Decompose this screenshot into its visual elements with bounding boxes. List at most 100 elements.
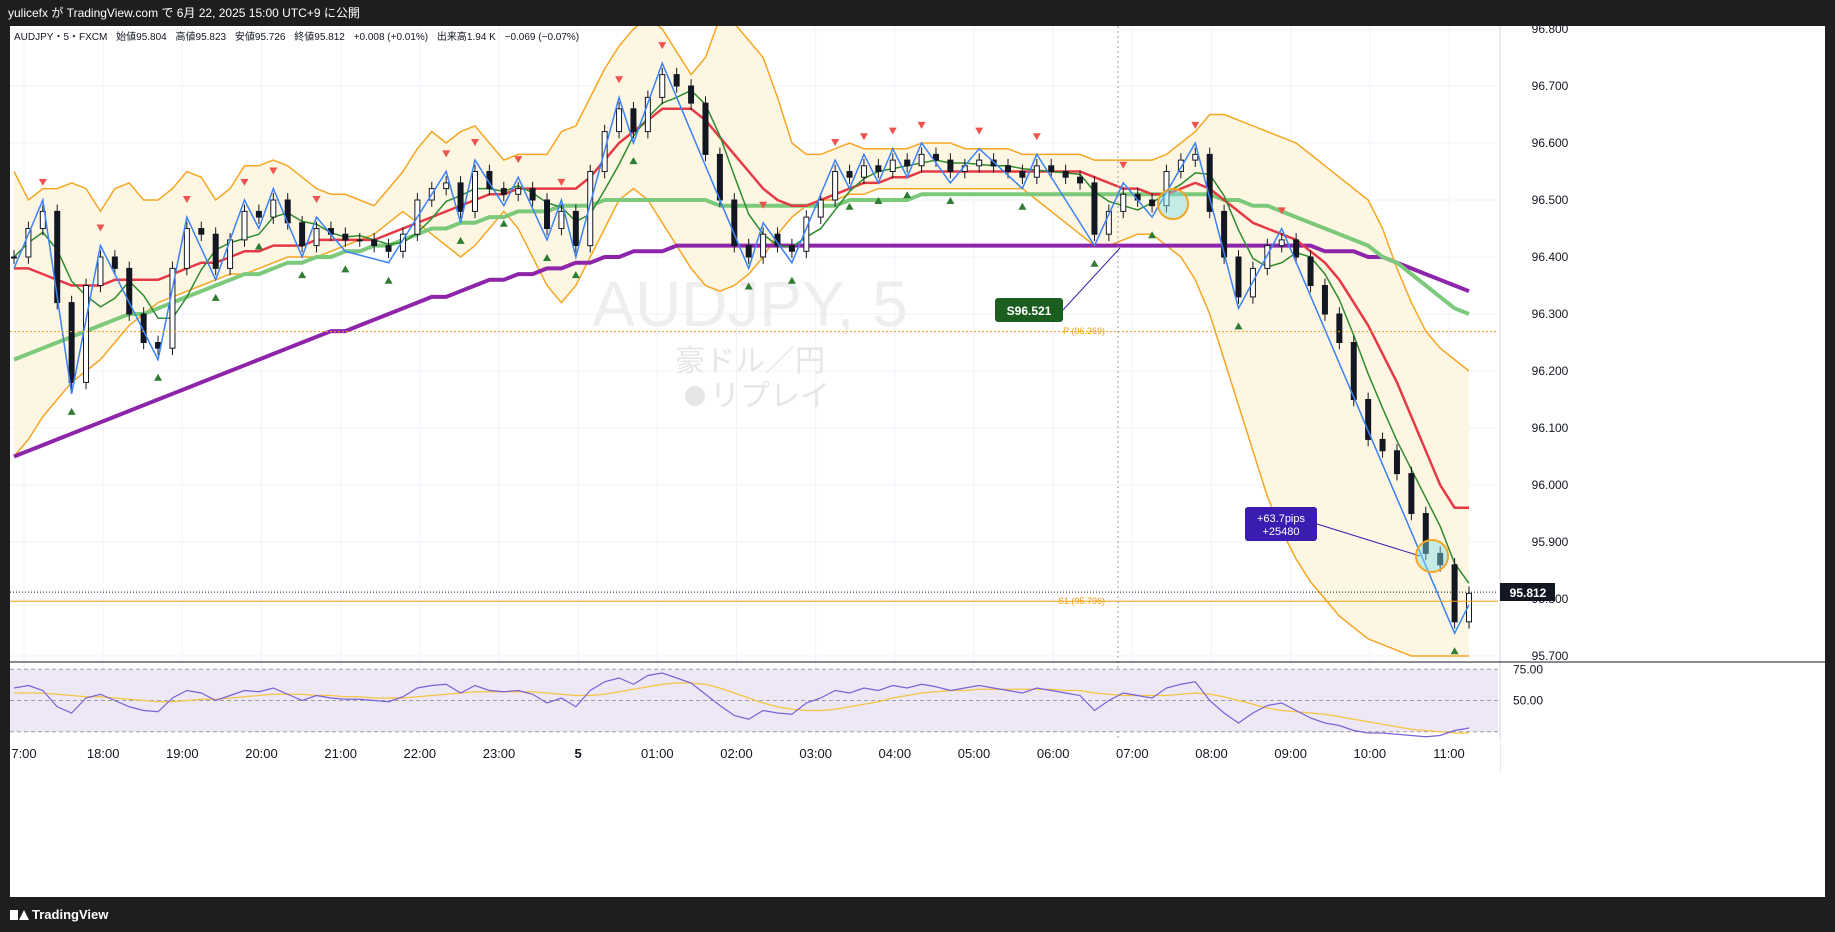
candle-body	[1005, 165, 1012, 173]
candle-body	[68, 302, 75, 383]
legend-close: 終値95.812	[294, 30, 345, 43]
swing-high-marker	[514, 156, 523, 164]
swing-low-marker	[571, 271, 580, 279]
swing-low-marker	[946, 197, 955, 204]
candle-body	[1192, 153, 1199, 161]
candle-body	[673, 74, 680, 87]
swing-low-marker	[341, 265, 350, 273]
bb-upper-line	[13, 16, 1470, 372]
time-tick: 10:00	[1354, 746, 1387, 761]
candle-body	[1062, 171, 1069, 178]
ma-fast-line	[13, 89, 1470, 584]
candle-body	[875, 165, 882, 173]
candle-body	[140, 313, 147, 343]
swing-high-marker	[759, 201, 768, 209]
swing-low-marker	[456, 236, 465, 244]
candle-body	[342, 233, 349, 241]
bollinger-fill	[14, 17, 1469, 657]
rsi-ma-line	[14, 682, 1469, 734]
swing-low-marker	[254, 242, 263, 250]
swing-high-marker	[615, 76, 624, 84]
candles	[11, 67, 1472, 629]
publish-text: yulicefx が TradingView.com で 6月 22, 2025…	[8, 6, 360, 20]
time-tick: 19:00	[166, 746, 199, 761]
swing-low-marker	[629, 157, 638, 165]
footer-bar: TradingView	[0, 897, 1835, 932]
time-axis: 7:00 18:00 19:00 20:00 21:00 22:00 23:00 5 01:00…	[10, 738, 1500, 774]
chart-svg[interactable]: AUDJPY, 5 豪ドル／円 リプレイ 96.80096.70096.6009…	[10, 16, 1825, 897]
candle-body	[1437, 552, 1444, 566]
time-tick: 06:00	[1037, 746, 1070, 761]
candle-body	[54, 210, 61, 304]
time-tick: 03:00	[799, 746, 832, 761]
swing-low-marker	[211, 293, 220, 301]
swing-high-marker	[470, 139, 479, 146]
candle-body	[515, 188, 522, 195]
candle-body	[371, 239, 378, 247]
watermark: AUDJPY, 5 豪ドル／円 リプレイ	[592, 268, 907, 413]
candle-body	[126, 267, 133, 315]
time-tick: 23:00	[483, 746, 516, 761]
candle-body	[745, 245, 752, 258]
sell-connector	[1062, 247, 1121, 311]
swing-high-marker	[859, 133, 868, 141]
replay-icon	[685, 386, 705, 406]
candle-body	[25, 228, 32, 258]
candle-body	[1321, 285, 1328, 315]
candle-body	[659, 74, 666, 98]
time-tick: 11:00	[1433, 746, 1465, 761]
swing-low-marker	[845, 202, 854, 210]
rsi-tick: 75.00	[1513, 662, 1543, 676]
watermark-replay: リプレイ	[710, 380, 830, 413]
entry-circle	[1157, 188, 1189, 220]
candle-body	[1379, 438, 1386, 452]
price-tick: 95.900	[1532, 535, 1569, 549]
tradingview-logo[interactable]: TradingView	[10, 897, 108, 932]
candle-body	[630, 108, 637, 133]
candle-body	[1466, 592, 1472, 623]
candle-body	[1408, 473, 1415, 515]
swing-high-marker	[312, 196, 321, 203]
candle-body	[1293, 239, 1300, 258]
bb-lower-line	[13, 187, 1469, 657]
pips-label-pips: +63.7pips	[1257, 513, 1306, 525]
s1-label: S1 (95.796)	[1058, 596, 1105, 606]
time-tick: 07:00	[1116, 746, 1149, 761]
swing-high-marker	[917, 121, 926, 129]
last-price-label: 95.812	[1500, 583, 1555, 601]
legend-low: 安値95.726	[235, 30, 286, 43]
bollinger-bands	[13, 16, 1470, 657]
candle-body	[457, 182, 464, 212]
candle-body	[1336, 313, 1343, 343]
zigzag-line	[13, 42, 1470, 655]
sell-label[interactable]: S96.521	[995, 298, 1063, 322]
swing-low-marker	[787, 276, 796, 284]
price-levels	[10, 26, 1498, 768]
swing-low-marker	[543, 254, 552, 261]
candle-body	[1307, 256, 1314, 286]
candle-body	[932, 153, 939, 161]
candle-body	[904, 159, 911, 167]
candle-body	[212, 233, 219, 269]
candle-body	[500, 188, 507, 195]
candle-body	[760, 233, 767, 258]
chart-area[interactable]: AUDJPY, 5 豪ドル／円 リプレイ 96.800 96.700 96.600 9…	[10, 16, 1825, 897]
pips-label[interactable]: +63.7pips +25480	[1245, 507, 1317, 541]
price-tick: 96.600	[1532, 136, 1569, 150]
zigzag-path	[13, 61, 1470, 635]
swing-low-marker	[1018, 202, 1027, 210]
swing-high-marker	[1032, 133, 1041, 141]
tradingview-icon	[10, 909, 29, 920]
swing-high-marker	[96, 224, 105, 232]
swing-low-marker	[67, 407, 76, 415]
candle-body	[111, 256, 118, 269]
candle-body	[1048, 165, 1055, 173]
time-tick: 7:00	[11, 746, 36, 761]
time-tick: 18:00	[87, 746, 120, 761]
svg-text:AUDJPY・5・FXCM 始値95.804: AUDJPY・5・FXCM 始値95.804 高値95.823 安値95.726…	[14, 30, 579, 43]
swing-high-marker	[38, 178, 47, 186]
candle-body	[169, 267, 176, 349]
time-axis-bg	[10, 738, 1500, 774]
legend-volume-change: −0.069 (−0.07%)	[505, 32, 580, 43]
swing-high-marker	[1119, 161, 1128, 169]
